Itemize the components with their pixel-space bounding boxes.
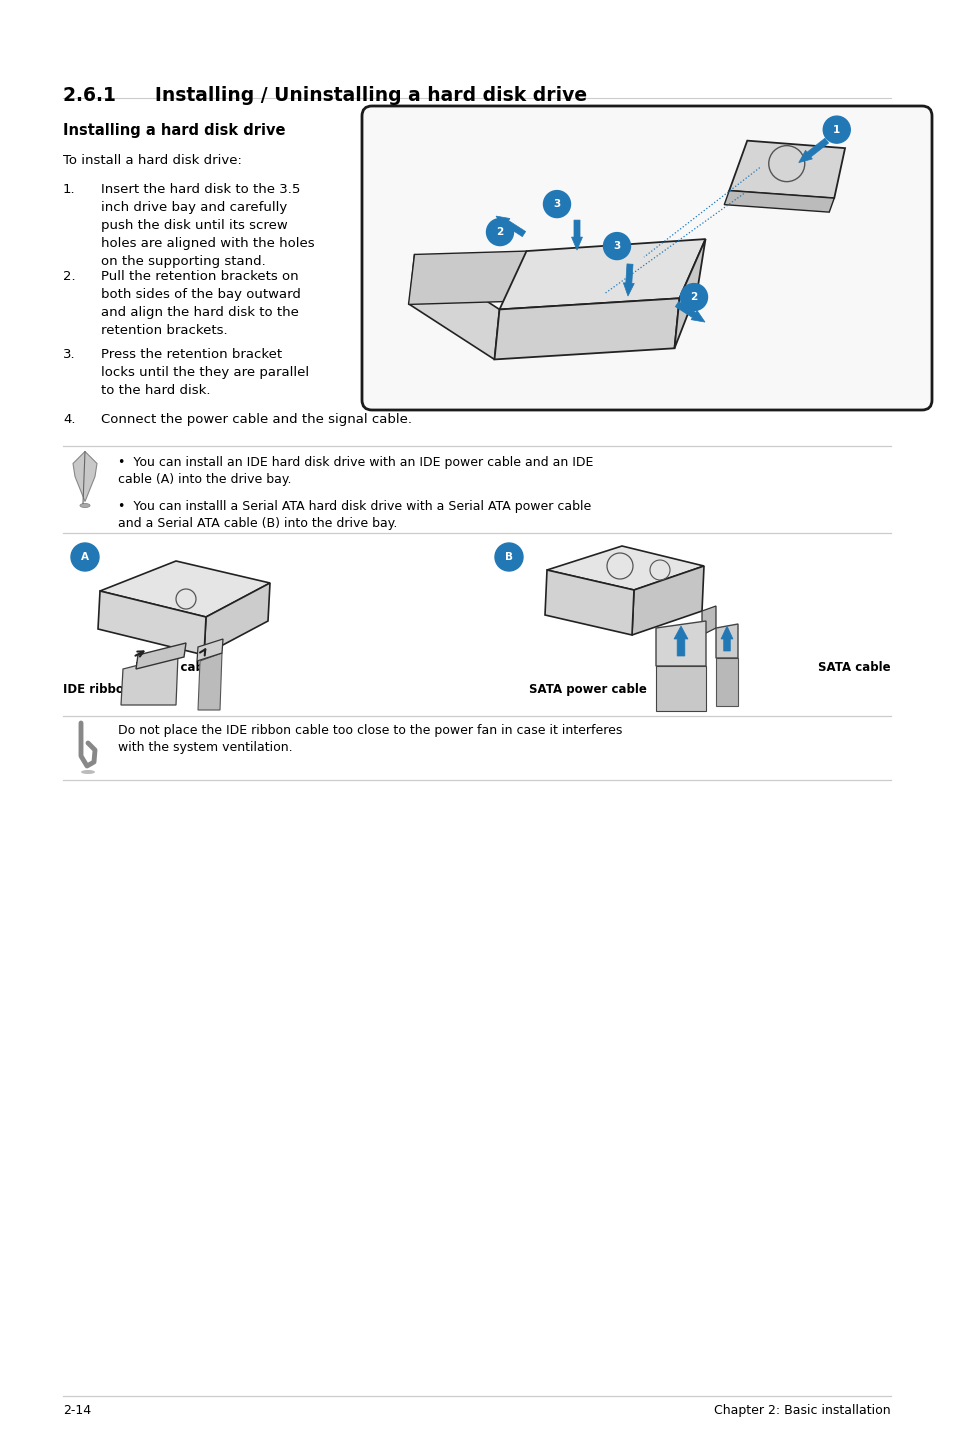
Polygon shape: [656, 621, 705, 666]
Text: 3: 3: [553, 198, 560, 209]
Text: Connect the power cable and the signal cable.: Connect the power cable and the signal c…: [101, 413, 412, 426]
Text: 1: 1: [832, 125, 840, 135]
Text: •  You can installl a Serial ATA hard disk drive with a Serial ATA power cable
a: • You can installl a Serial ATA hard dis…: [118, 500, 591, 531]
Text: 3: 3: [613, 242, 620, 252]
Text: Pull the retention brackets on
both sides of the bay outward
and align the hard : Pull the retention brackets on both side…: [101, 270, 300, 336]
Polygon shape: [196, 638, 223, 661]
Text: 2-14: 2-14: [63, 1403, 91, 1416]
Text: 1.: 1.: [63, 183, 75, 196]
Text: Do not place the IDE ribbon cable too close to the power fan in case it interfer: Do not place the IDE ribbon cable too cl…: [118, 723, 621, 755]
Polygon shape: [98, 591, 206, 654]
Text: Insert the hard disk to the 3.5
inch drive bay and carefully
push the disk until: Insert the hard disk to the 3.5 inch dri…: [101, 183, 314, 267]
Polygon shape: [198, 653, 222, 710]
Text: To install a hard disk drive:: To install a hard disk drive:: [63, 154, 242, 167]
Polygon shape: [723, 191, 833, 213]
Polygon shape: [136, 643, 186, 669]
Circle shape: [603, 233, 630, 260]
Polygon shape: [408, 252, 526, 305]
Ellipse shape: [80, 503, 90, 508]
Polygon shape: [499, 239, 705, 309]
Text: B: B: [504, 552, 513, 562]
Text: •  You can install an IDE hard disk drive with an IDE power cable and an IDE
cab: • You can install an IDE hard disk drive…: [118, 456, 593, 486]
Polygon shape: [496, 216, 525, 237]
Polygon shape: [409, 255, 499, 360]
Polygon shape: [675, 302, 704, 322]
Polygon shape: [656, 666, 705, 710]
Polygon shape: [546, 546, 703, 590]
Polygon shape: [728, 141, 844, 198]
Text: Installing a hard disk drive: Installing a hard disk drive: [63, 124, 285, 138]
Text: Chapter 2: Basic installation: Chapter 2: Basic installation: [714, 1403, 890, 1416]
Polygon shape: [494, 298, 679, 360]
Circle shape: [486, 219, 513, 246]
Text: 2.6.1      Installing / Uninstalling a hard disk drive: 2.6.1 Installing / Uninstalling a hard d…: [63, 86, 586, 105]
Polygon shape: [631, 567, 703, 636]
Text: Power cable: Power cable: [135, 661, 215, 674]
Polygon shape: [121, 654, 178, 705]
Text: Press the retention bracket
locks until the they are parallel
to the hard disk.: Press the retention bracket locks until …: [101, 348, 309, 397]
Text: 4.: 4.: [63, 413, 75, 426]
Polygon shape: [674, 239, 705, 348]
Polygon shape: [701, 605, 716, 636]
Text: A: A: [81, 552, 89, 562]
Polygon shape: [204, 582, 270, 654]
Circle shape: [822, 116, 849, 144]
Circle shape: [495, 544, 522, 571]
Polygon shape: [571, 220, 582, 250]
Text: 2: 2: [496, 227, 503, 237]
Text: SATA power cable: SATA power cable: [529, 683, 646, 696]
Polygon shape: [673, 626, 687, 656]
Polygon shape: [716, 624, 738, 659]
Circle shape: [679, 283, 707, 311]
FancyBboxPatch shape: [361, 106, 931, 410]
Ellipse shape: [81, 769, 95, 774]
Polygon shape: [73, 452, 97, 502]
Text: 3.: 3.: [63, 348, 75, 361]
Polygon shape: [716, 659, 738, 706]
Polygon shape: [544, 569, 634, 636]
Circle shape: [71, 544, 99, 571]
Polygon shape: [798, 138, 828, 162]
Polygon shape: [720, 626, 732, 651]
Text: 2.: 2.: [63, 270, 75, 283]
Polygon shape: [622, 265, 634, 296]
Text: IDE ribbon cable: IDE ribbon cable: [63, 683, 172, 696]
Text: SATA cable: SATA cable: [818, 661, 890, 674]
Polygon shape: [100, 561, 270, 617]
Text: 2: 2: [690, 292, 697, 302]
Circle shape: [543, 191, 570, 217]
